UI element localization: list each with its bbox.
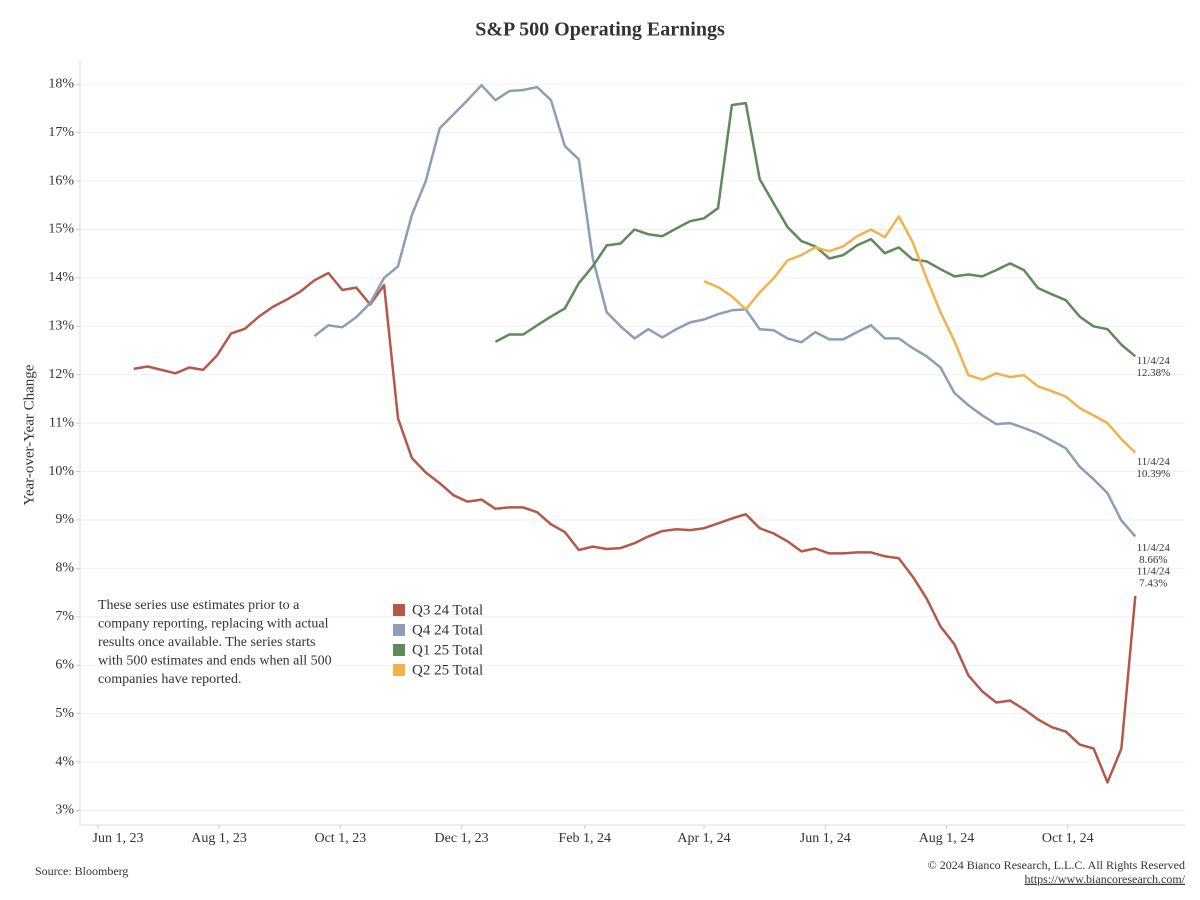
source: Source: Bloomberg <box>35 864 128 878</box>
end-value-label: 8.66% <box>1139 554 1167 566</box>
y-tick-label: 4% <box>55 754 74 769</box>
x-tick-label: Aug 1, 24 <box>919 831 975 846</box>
y-tick-label: 8% <box>55 561 74 576</box>
y-axis-label: Year-over-Year Change <box>21 364 37 505</box>
x-tick-label: Dec 1, 23 <box>435 831 489 846</box>
url-link[interactable]: https://www.biancoresearch.com/ <box>1024 872 1185 886</box>
copyright: © 2024 Bianco Research, L.L.C. All Right… <box>928 858 1185 872</box>
series-line <box>703 215 1137 454</box>
x-tick-label: Aug 1, 23 <box>191 831 247 846</box>
legend-swatch <box>393 624 405 636</box>
note-text: company reporting, replacing with actual <box>98 617 329 632</box>
y-tick-label: 18% <box>48 76 74 91</box>
end-date-label: 11/4/24 <box>1137 456 1171 468</box>
end-value-label: 7.43% <box>1139 578 1167 590</box>
end-value-label: 12.38% <box>1136 367 1170 379</box>
legend-swatch <box>393 644 405 656</box>
x-tick-label: Jun 1, 24 <box>800 831 851 846</box>
series-line <box>133 271 1137 784</box>
legend-swatch <box>393 664 405 676</box>
legend-label: Q1 25 Total <box>412 642 483 658</box>
y-tick-label: 12% <box>48 367 74 382</box>
note-text: companies have reported. <box>98 672 241 687</box>
legend-label: Q4 24 Total <box>412 622 483 638</box>
y-tick-label: 7% <box>55 609 74 624</box>
end-date-label: 11/4/24 <box>1137 355 1171 367</box>
x-tick-label: Apr 1, 24 <box>677 831 730 846</box>
end-value-label: 10.39% <box>1136 468 1170 480</box>
x-tick-label: Oct 1, 24 <box>1042 831 1094 846</box>
series-line <box>313 83 1137 538</box>
note-text: with 500 estimates and ends when all 500 <box>98 654 332 669</box>
y-tick-label: 14% <box>48 270 74 285</box>
y-tick-label: 6% <box>55 657 74 672</box>
y-tick-label: 16% <box>48 173 74 188</box>
legend-swatch <box>393 604 405 616</box>
chart-title: S&P 500 Operating Earnings <box>475 19 725 41</box>
note-text: These series use estimates prior to a <box>98 598 300 613</box>
y-tick-label: 5% <box>55 706 74 721</box>
y-tick-label: 11% <box>49 415 74 430</box>
y-tick-label: 15% <box>48 222 74 237</box>
x-tick-label: Feb 1, 24 <box>559 831 612 846</box>
y-tick-label: 17% <box>48 125 74 140</box>
y-tick-label: 13% <box>48 319 74 334</box>
legend-label: Q2 25 Total <box>412 662 483 678</box>
y-tick-label: 9% <box>55 512 74 527</box>
x-tick-label: Oct 1, 23 <box>314 831 366 846</box>
y-tick-label: 10% <box>48 464 74 479</box>
end-date-label: 11/4/24 <box>1137 542 1171 554</box>
end-date-label: 11/4/24 <box>1137 566 1171 578</box>
y-tick-label: 3% <box>55 803 74 818</box>
note-text: results once available. The series start… <box>98 635 315 650</box>
legend-label: Q3 24 Total <box>412 602 483 618</box>
x-tick-label: Jun 1, 23 <box>93 831 144 846</box>
